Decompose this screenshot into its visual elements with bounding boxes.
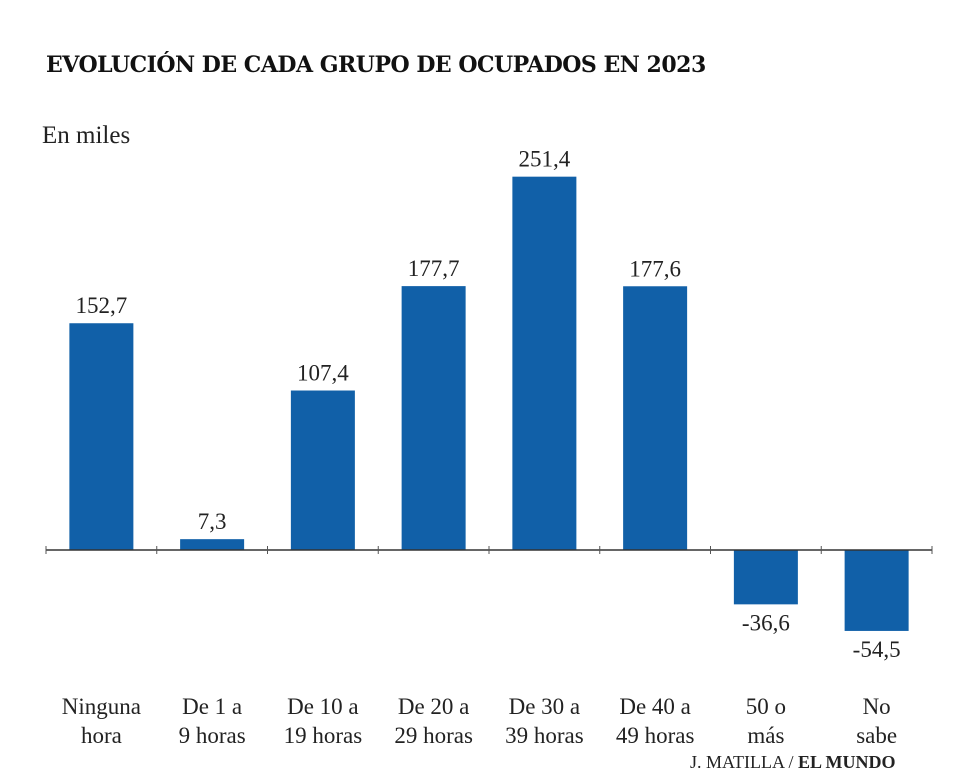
bar-value-label: -36,6	[742, 610, 790, 635]
category-label: hora	[81, 723, 122, 748]
bar-value-label: -54,5	[853, 637, 901, 662]
category-label: 29 horas	[394, 723, 473, 748]
category-label: 19 horas	[284, 723, 363, 748]
bar	[512, 176, 577, 550]
category-label: De 40 a	[619, 694, 691, 719]
category-label: sabe	[856, 723, 897, 748]
category-label: 9 horas	[179, 723, 246, 748]
bar	[733, 550, 798, 605]
bar	[623, 286, 688, 550]
bar	[69, 323, 134, 550]
bar	[844, 550, 909, 631]
credit: J. MATILLA / EL MUNDO	[690, 752, 896, 773]
bar	[180, 539, 245, 550]
category-label: Ninguna	[62, 694, 141, 719]
chart-title: EVOLUCIÓN DE CADA GRUPO DE OCUPADOS EN 2…	[46, 52, 706, 78]
bar-value-label: 251,4	[519, 147, 571, 172]
bar-value-label: 177,7	[408, 256, 460, 281]
credit-outlet: EL MUNDO	[798, 752, 896, 772]
category-label: De 1 a	[182, 694, 242, 719]
category-label: 39 horas	[505, 723, 584, 748]
category-label: más	[747, 723, 784, 748]
unit-label: En miles	[42, 122, 131, 149]
bar-value-label: 177,6	[629, 256, 681, 281]
bar-value-label: 152,7	[76, 293, 128, 318]
credit-author: J. MATILLA /	[690, 752, 798, 772]
bar	[401, 286, 466, 550]
category-label: De 30 a	[509, 694, 581, 719]
bar-value-label: 7,3	[198, 509, 227, 534]
bar	[290, 390, 355, 550]
category-label: De 20 a	[398, 694, 470, 719]
category-label: No	[863, 694, 891, 719]
category-label: De 10 a	[287, 694, 359, 719]
bar-value-label: 107,4	[297, 361, 349, 386]
category-label: 49 horas	[616, 723, 695, 748]
category-label: 50 o	[746, 694, 786, 719]
